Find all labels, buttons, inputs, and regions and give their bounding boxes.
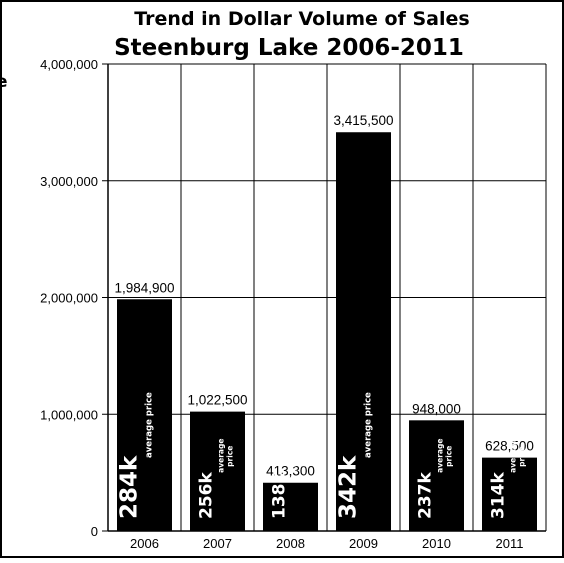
bar [482, 457, 537, 531]
y-tick-label: 1,000,000 [40, 407, 98, 422]
x-tick-label: 2011 [496, 536, 524, 551]
average-price-caption: price [518, 446, 527, 467]
average-price-value: 342k [336, 455, 362, 519]
y-tick-label: 0 [91, 524, 98, 539]
bar [190, 411, 245, 531]
x-tick-label: 2009 [349, 536, 378, 551]
bar [263, 482, 318, 531]
average-price-caption: average [436, 439, 445, 473]
y-tick-label: 4,000,000 [40, 57, 98, 72]
x-tick-label: 2006 [130, 536, 159, 551]
average-price-caption: price [445, 446, 454, 467]
x-tick-label: 2007 [203, 536, 232, 551]
average-price-value: 256k [197, 472, 217, 519]
chart-title: Trend in Dollar Volume of Sales [134, 8, 469, 30]
average-price-caption: average [290, 439, 299, 473]
average-price-value: 237k [416, 472, 436, 519]
x-tick-label: 2008 [276, 536, 305, 551]
average-price-caption: average [509, 439, 518, 473]
average-price-value: 138k [270, 472, 290, 519]
bar [117, 299, 172, 531]
average-price-caption: price [226, 446, 235, 467]
average-price-value: 284k [117, 455, 143, 519]
grid [102, 63, 547, 532]
data-label: 1,022,500 [187, 393, 247, 408]
chart-subtitle: Steenburg Lake 2006-2011 [114, 35, 464, 61]
data-label: 3,415,500 [333, 113, 393, 128]
y-tick-label: 3,000,000 [40, 174, 98, 189]
y-tick-label: 2,000,000 [40, 291, 98, 306]
x-tick-label: 2010 [422, 536, 451, 551]
average-price-caption: average price [145, 392, 155, 458]
labels: 0 1,000,000 2,000,000 3,000,000 4,000,000 200… [40, 57, 534, 551]
average-price-caption: price [299, 446, 308, 467]
data-label: 628,500 [485, 439, 534, 454]
average-price-caption: average [217, 439, 226, 473]
bar [336, 132, 391, 532]
data-label: 948,000 [412, 401, 461, 416]
bars [117, 132, 537, 532]
average-price-caption: average price [364, 392, 374, 458]
data-label: 413,300 [266, 464, 315, 479]
side-text-fragment: e [0, 72, 8, 92]
bar [409, 420, 464, 531]
average-price-value: 314k [489, 472, 509, 519]
data-label: 1,984,900 [114, 280, 174, 295]
